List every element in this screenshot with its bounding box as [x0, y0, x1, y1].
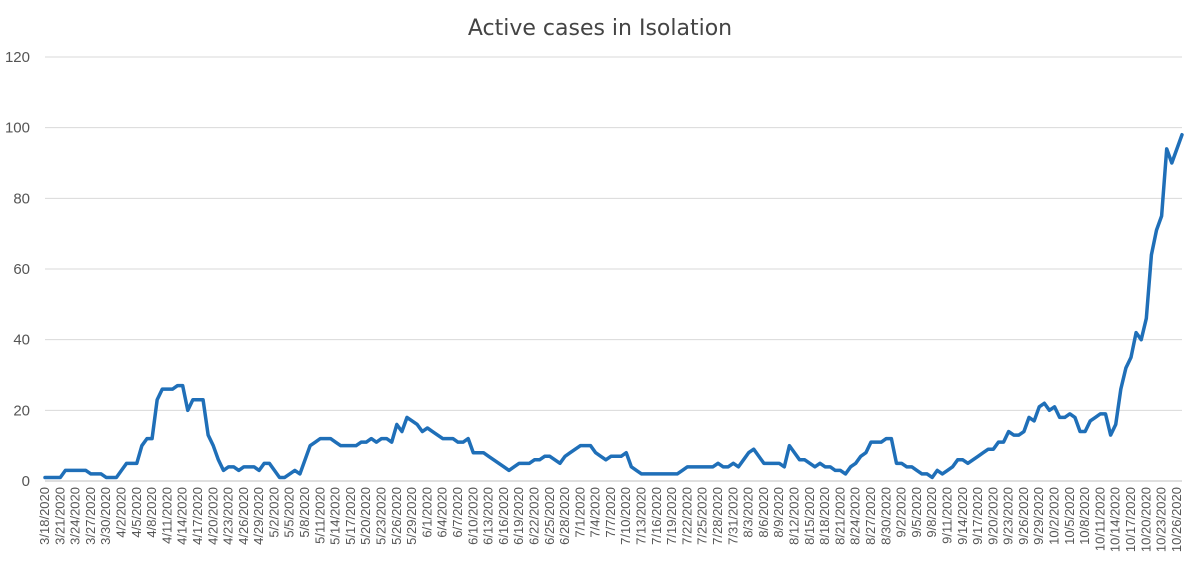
x-tick-label: 8/12/2020 — [787, 487, 802, 545]
x-tick-label: 5/8/2020 — [297, 487, 312, 538]
x-tick-label: 8/15/2020 — [802, 487, 817, 545]
x-tick-label: 9/14/2020 — [955, 487, 970, 545]
x-tick-label: 10/11/2020 — [1092, 487, 1107, 551]
x-tick-label: 10/2/2020 — [1047, 487, 1062, 545]
x-tick-label: 9/8/2020 — [924, 487, 939, 538]
x-tick-label: 4/29/2020 — [251, 487, 266, 545]
x-tick-label: 7/16/2020 — [649, 487, 664, 545]
x-tick-label: 6/19/2020 — [511, 487, 526, 545]
x-tick-label: 8/27/2020 — [863, 487, 878, 545]
x-tick-label: 7/22/2020 — [679, 487, 694, 545]
x-tick-label: 6/28/2020 — [557, 487, 572, 545]
y-tick-label: 20 — [13, 402, 30, 419]
x-tick-label: 9/17/2020 — [970, 487, 985, 545]
x-tick-label: 8/9/2020 — [771, 487, 786, 538]
x-tick-label: 3/24/2020 — [68, 487, 83, 545]
x-tick-label: 7/31/2020 — [725, 487, 740, 545]
x-tick-label: 6/4/2020 — [435, 487, 450, 538]
x-tick-label: 8/18/2020 — [817, 487, 832, 545]
y-axis: 0 20 40 60 80 100 120 — [5, 49, 30, 490]
x-tick-label: 5/20/2020 — [358, 487, 373, 545]
y-tick-label: 100 — [5, 120, 30, 137]
gridlines — [45, 56, 1182, 482]
x-tick-label: 3/18/2020 — [37, 487, 52, 545]
x-tick-label: 4/20/2020 — [205, 487, 220, 545]
x-tick-label: 7/28/2020 — [710, 487, 725, 545]
x-tick-label: 10/26/2020 — [1169, 487, 1184, 552]
x-tick-label: 7/25/2020 — [695, 487, 710, 545]
x-tick-label: 8/21/2020 — [832, 487, 847, 545]
chart-title: Active cases in Isolation — [467, 16, 733, 41]
x-tick-label: 10/8/2020 — [1077, 487, 1092, 545]
x-tick-label: 7/1/2020 — [572, 487, 587, 538]
x-tick-label: 5/2/2020 — [266, 487, 281, 538]
x-tick-label: 4/17/2020 — [190, 487, 205, 545]
x-tick-label: 8/6/2020 — [756, 487, 771, 538]
x-axis: 3/18/2020 3/21/2020 3/24/2020 3/27/2020 3/30… — [37, 487, 1184, 552]
x-tick-label: 9/11/2020 — [939, 487, 954, 544]
x-tick-label: 5/14/2020 — [328, 487, 343, 545]
x-tick-label: 5/29/2020 — [404, 487, 419, 545]
x-tick-label: 7/4/2020 — [588, 487, 603, 538]
y-tick-label: 120 — [5, 49, 30, 66]
x-tick-label: 6/1/2020 — [419, 487, 434, 538]
y-tick-label: 80 — [13, 190, 30, 207]
x-tick-label: 6/13/2020 — [481, 487, 496, 545]
x-tick-label: 5/23/2020 — [374, 487, 389, 545]
plot-area — [43, 132, 1184, 480]
x-tick-label: 8/30/2020 — [878, 487, 893, 545]
x-tick-label: 4/23/2020 — [221, 487, 236, 545]
y-tick-label: 0 — [22, 473, 30, 490]
x-tick-label: 3/30/2020 — [98, 487, 113, 545]
x-tick-label: 4/8/2020 — [144, 487, 159, 538]
x-tick-label: 6/25/2020 — [542, 487, 557, 545]
series-line — [43, 132, 1184, 480]
x-tick-label: 5/5/2020 — [282, 487, 297, 538]
x-tick-label: 9/5/2020 — [909, 487, 924, 538]
x-tick-label: 6/22/2020 — [526, 487, 541, 545]
x-tick-label: 6/16/2020 — [496, 487, 511, 545]
y-tick-label: 60 — [13, 261, 30, 278]
x-tick-label: 4/2/2020 — [113, 487, 128, 538]
x-tick-label: 5/26/2020 — [389, 487, 404, 545]
x-tick-label: 9/26/2020 — [1016, 487, 1031, 545]
x-tick-label: 4/5/2020 — [129, 487, 144, 538]
x-tick-label: 3/21/2020 — [52, 487, 67, 545]
x-tick-label: 10/17/2020 — [1123, 487, 1138, 552]
x-tick-label: 10/14/2020 — [1108, 487, 1123, 552]
x-tick-label: 6/7/2020 — [450, 487, 465, 538]
x-tick-label: 5/11/2020 — [312, 487, 327, 544]
x-tick-label: 6/10/2020 — [465, 487, 480, 545]
x-tick-label: 4/26/2020 — [236, 487, 251, 545]
x-tick-label: 3/27/2020 — [83, 487, 98, 545]
x-tick-label: 9/20/2020 — [985, 487, 1000, 545]
x-tick-label: 9/23/2020 — [1001, 487, 1016, 545]
y-tick-label: 40 — [13, 332, 30, 349]
x-tick-label: 7/10/2020 — [618, 487, 633, 545]
x-tick-label: 8/24/2020 — [848, 487, 863, 545]
x-tick-label: 10/23/2020 — [1154, 487, 1169, 552]
x-tick-label: 7/7/2020 — [603, 487, 618, 538]
x-tick-label: 7/13/2020 — [634, 487, 649, 545]
x-tick-label: 7/19/2020 — [664, 487, 679, 545]
x-tick-label: 8/3/2020 — [741, 487, 756, 538]
x-tick-label: 9/29/2020 — [1031, 487, 1046, 545]
x-tick-label: 10/5/2020 — [1062, 487, 1077, 545]
x-tick-label: 4/14/2020 — [175, 487, 190, 545]
x-tick-label: 4/11/2020 — [159, 487, 174, 544]
x-tick-label: 5/17/2020 — [343, 487, 358, 545]
x-tick-label: 10/20/2020 — [1138, 487, 1153, 552]
x-tick-label: 9/2/2020 — [894, 487, 909, 538]
